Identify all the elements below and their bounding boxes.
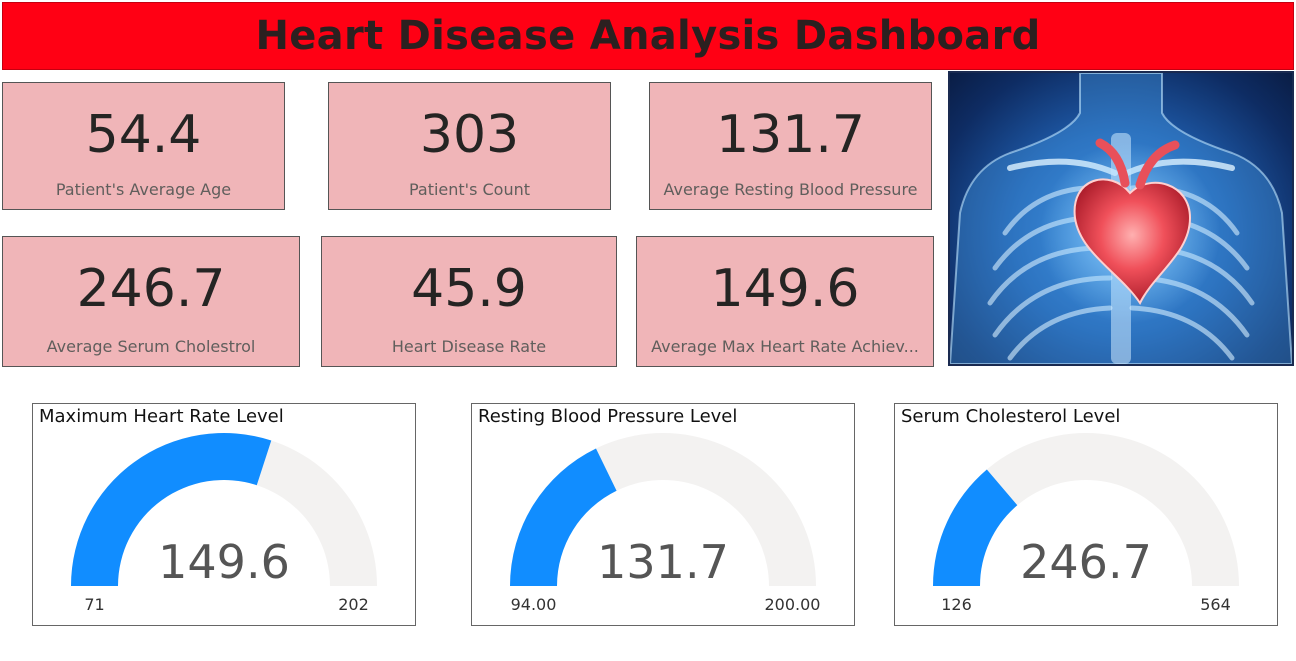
gauge-svg: 131.7 94.00 200.00 (510, 433, 821, 614)
gauge-max-label: 200.00 (765, 595, 821, 614)
gauge-track (933, 433, 1239, 586)
gauge-resting-blood-pressure[interactable]: Resting Blood Pressure Level 131.7 94.00… (471, 403, 855, 626)
gauge-svg: 149.6 71 202 (71, 433, 377, 614)
gauge-fill (933, 469, 1018, 586)
heart-chest-illustration (948, 71, 1294, 366)
heart-chest-xray-icon (950, 73, 1292, 364)
gauge-max-label: 202 (338, 595, 369, 614)
kpi-value: 246.7 (76, 259, 226, 319)
gauge-value-label: 131.7 (597, 535, 729, 589)
gauge-value-label: 246.7 (1020, 535, 1152, 589)
gauge-title: Resting Blood Pressure Level (478, 406, 738, 427)
kpi-label: Average Serum Cholestrol (46, 337, 256, 356)
kpi-card-serum-cholestrol[interactable]: 246.7 Average Serum Cholestrol (2, 236, 300, 367)
kpi-card-patient-count[interactable]: 303 Patient's Count (328, 82, 611, 210)
gauge-min-label: 71 (84, 595, 104, 614)
kpi-label: Average Max Heart Rate Achiev... (651, 337, 919, 356)
kpi-card-heart-disease-rate[interactable]: 45.9 Heart Disease Rate (321, 236, 617, 367)
gauge-min-label: 126 (941, 595, 972, 614)
gauge-value-label: 149.6 (158, 535, 290, 589)
kpi-label: Patient's Average Age (55, 180, 232, 199)
gauge-title: Maximum Heart Rate Level (39, 406, 284, 427)
gauge-min-label: 94.00 (511, 595, 557, 614)
kpi-value: 45.9 (411, 259, 527, 319)
kpi-value: 131.7 (716, 105, 865, 165)
gauge-max-heart-rate[interactable]: Maximum Heart Rate Level 149.6 71 202 (32, 403, 416, 626)
kpi-card-average-age[interactable]: 54.4 Patient's Average Age (2, 82, 285, 210)
kpi-value: 303 (419, 105, 520, 165)
gauge-serum-cholesterol[interactable]: Serum Cholesterol Level 246.7 126 564 (894, 403, 1278, 626)
kpi-card-resting-bp[interactable]: 131.7 Average Resting Blood Pressure (649, 82, 932, 210)
gauge-fill (71, 433, 272, 586)
kpi-label: Average Resting Blood Pressure (663, 180, 918, 199)
kpi-value: 149.6 (710, 259, 860, 319)
gauge-title: Serum Cholesterol Level (901, 406, 1121, 427)
gauge-fill (510, 448, 617, 586)
kpi-label: Patient's Count (408, 180, 531, 199)
dashboard-header: Heart Disease Analysis Dashboard (2, 2, 1294, 70)
kpi-value: 54.4 (85, 105, 202, 165)
dashboard-title: Heart Disease Analysis Dashboard (255, 13, 1041, 59)
gauge-max-label: 564 (1200, 595, 1231, 614)
gauge-svg: 246.7 126 564 (933, 433, 1239, 614)
kpi-label: Heart Disease Rate (391, 337, 547, 356)
kpi-card-max-heart-rate[interactable]: 149.6 Average Max Heart Rate Achiev... (636, 236, 934, 367)
